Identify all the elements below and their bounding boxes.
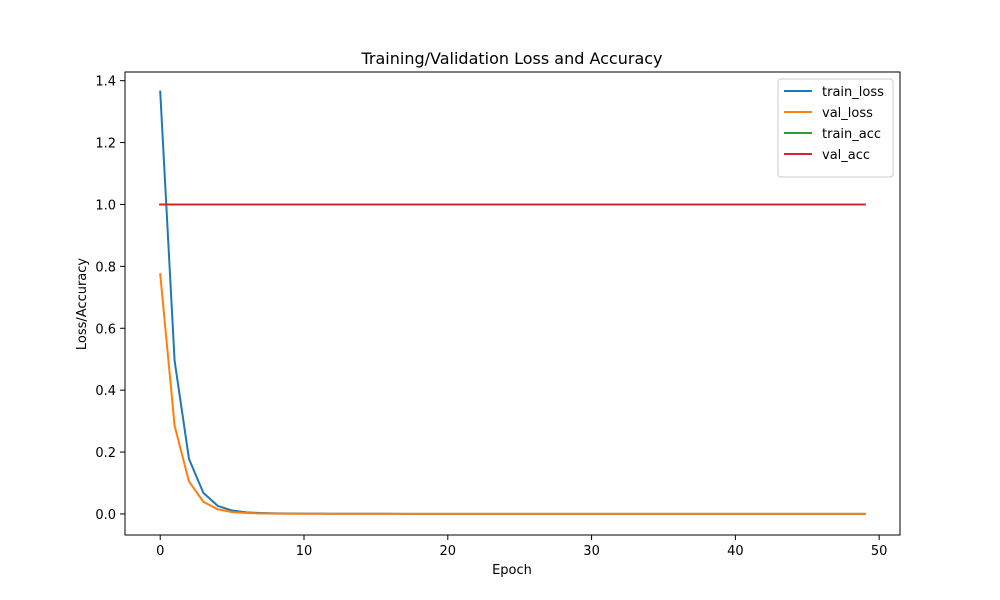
y-axis-label: Loss/Accuracy [75, 258, 90, 351]
legend-label-val_loss: val_loss [822, 106, 873, 121]
x-tick-label: 20 [440, 544, 457, 559]
legend-box [777, 78, 894, 178]
legend-label-train_loss: train_loss [822, 85, 884, 100]
x-axis-label: Epoch [492, 563, 532, 578]
y-tick-label: 0.6 [95, 322, 116, 337]
x-axis: 0 10 20 30 40 50 [156, 535, 887, 559]
chart-title: Training/Validation Loss and Accuracy [360, 49, 662, 68]
x-tick-label: 10 [296, 544, 313, 559]
legend-label-val_acc: val_acc [822, 148, 870, 163]
y-tick-label: 0.4 [95, 384, 116, 399]
plot-frame [124, 71, 901, 536]
y-tick-label: 1.4 [95, 75, 116, 90]
y-tick-label: 0.0 [95, 508, 116, 523]
y-tick-label: 0.8 [95, 260, 116, 275]
y-tick-label: 1.2 [95, 137, 116, 152]
series-line-val_loss [159, 273, 866, 515]
y-axis: 0.0 0.2 0.4 0.6 0.8 1.0 1.2 1.4 [95, 75, 125, 523]
x-tick-label: 30 [583, 544, 600, 559]
y-tick-label: 0.2 [95, 446, 116, 461]
x-tick-label: 50 [871, 544, 888, 559]
legend-label-train_acc: train_acc [822, 127, 881, 142]
x-tick-label: 0 [156, 544, 164, 559]
series-layer [159, 90, 866, 515]
y-tick-label: 1.0 [95, 198, 116, 213]
legend: train_loss val_loss train_acc val_acc [777, 78, 894, 178]
x-tick-label: 40 [727, 544, 744, 559]
